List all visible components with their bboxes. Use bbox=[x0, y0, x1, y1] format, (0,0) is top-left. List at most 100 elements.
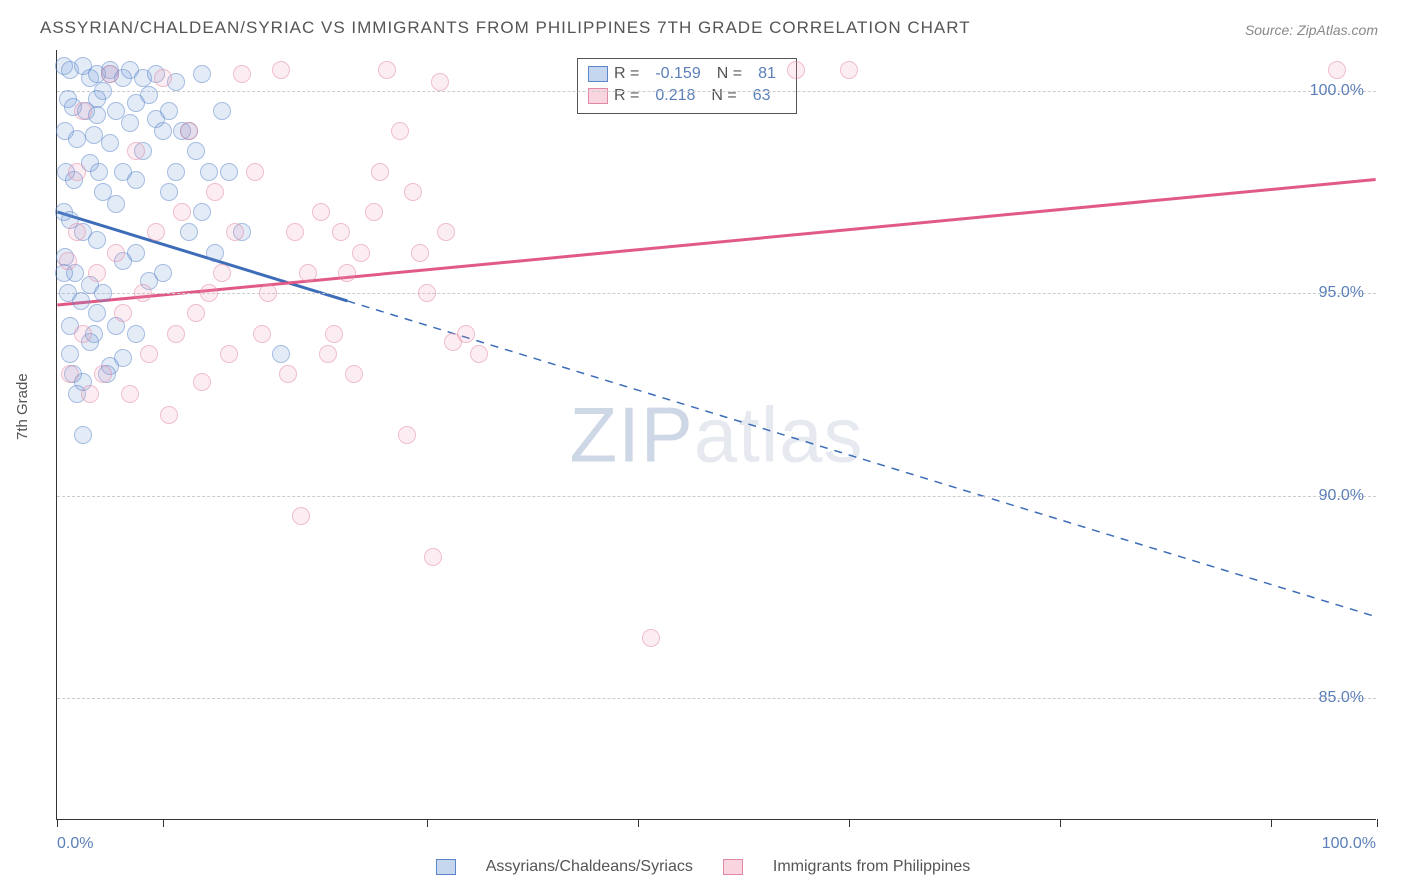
scatter-point-pink bbox=[1328, 61, 1346, 79]
scatter-point-blue bbox=[213, 102, 231, 120]
scatter-point-pink bbox=[88, 264, 106, 282]
scatter-point-pink bbox=[259, 284, 277, 302]
stats-row-pink: R = 0.218 N = 63 bbox=[588, 85, 786, 107]
scatter-point-pink bbox=[325, 325, 343, 343]
scatter-point-pink bbox=[470, 345, 488, 363]
scatter-point-pink bbox=[101, 65, 119, 83]
scatter-point-pink bbox=[352, 244, 370, 262]
scatter-point-pink bbox=[253, 325, 271, 343]
scatter-point-blue bbox=[220, 163, 238, 181]
scatter-point-pink bbox=[193, 373, 211, 391]
chart-title: ASSYRIAN/CHALDEAN/SYRIAC VS IMMIGRANTS F… bbox=[40, 18, 971, 38]
scatter-point-blue bbox=[68, 130, 86, 148]
scatter-point-blue bbox=[90, 163, 108, 181]
scatter-point-pink bbox=[74, 102, 92, 120]
scatter-point-pink bbox=[68, 163, 86, 181]
xtick bbox=[1271, 819, 1272, 827]
series-legend: Assyrians/Chaldeans/Syriacs Immigrants f… bbox=[0, 858, 1406, 876]
scatter-point-pink bbox=[154, 69, 172, 87]
xtick bbox=[849, 819, 850, 827]
scatter-point-blue bbox=[61, 345, 79, 363]
xtick bbox=[163, 819, 164, 827]
swatch-blue-icon bbox=[588, 66, 608, 82]
scatter-point-pink bbox=[61, 365, 79, 383]
scatter-point-pink bbox=[299, 264, 317, 282]
gridline bbox=[57, 293, 1376, 294]
scatter-point-pink bbox=[180, 122, 198, 140]
scatter-point-blue bbox=[193, 203, 211, 221]
scatter-point-blue bbox=[88, 304, 106, 322]
stats-row-blue: R = -0.159 N = 81 bbox=[588, 63, 786, 85]
scatter-point-pink bbox=[220, 345, 238, 363]
scatter-point-pink bbox=[292, 507, 310, 525]
legend-blue-label: Assyrians/Chaldeans/Syriacs bbox=[486, 858, 693, 876]
scatter-point-blue bbox=[154, 264, 172, 282]
xtick bbox=[1060, 819, 1061, 827]
scatter-point-pink bbox=[338, 264, 356, 282]
scatter-point-pink bbox=[404, 183, 422, 201]
xtick bbox=[427, 819, 428, 827]
scatter-point-pink bbox=[246, 163, 264, 181]
scatter-point-blue bbox=[72, 292, 90, 310]
scatter-point-blue bbox=[107, 102, 125, 120]
scatter-point-pink bbox=[147, 223, 165, 241]
scatter-point-blue bbox=[140, 86, 158, 104]
scatter-point-pink bbox=[68, 223, 86, 241]
scatter-point-pink bbox=[200, 284, 218, 302]
scatter-point-pink bbox=[173, 203, 191, 221]
scatter-point-pink bbox=[398, 426, 416, 444]
scatter-point-pink bbox=[213, 264, 231, 282]
scatter-point-pink bbox=[642, 629, 660, 647]
scatter-point-blue bbox=[127, 325, 145, 343]
scatter-point-blue bbox=[74, 426, 92, 444]
scatter-point-pink bbox=[787, 61, 805, 79]
source-attribution: Source: ZipAtlas.com bbox=[1245, 22, 1378, 38]
gridline bbox=[57, 698, 1376, 699]
scatter-point-pink bbox=[319, 345, 337, 363]
scatter-point-blue bbox=[193, 65, 211, 83]
scatter-point-pink bbox=[233, 65, 251, 83]
xtick bbox=[57, 819, 58, 827]
xtick-min: 0.0% bbox=[57, 835, 93, 853]
xtick bbox=[638, 819, 639, 827]
scatter-point-pink bbox=[226, 223, 244, 241]
scatter-point-pink bbox=[365, 203, 383, 221]
scatter-point-blue bbox=[88, 231, 106, 249]
scatter-point-blue bbox=[101, 134, 119, 152]
scatter-point-pink bbox=[81, 385, 99, 403]
trendline-pink bbox=[57, 180, 1375, 305]
scatter-point-pink bbox=[332, 223, 350, 241]
stat-n-pink: 63 bbox=[743, 85, 781, 107]
legend-pink-label: Immigrants from Philippines bbox=[773, 858, 970, 876]
scatter-point-blue bbox=[121, 114, 139, 132]
scatter-point-pink bbox=[140, 345, 158, 363]
stat-r-label: R = bbox=[614, 63, 639, 85]
stat-r-label: R = bbox=[614, 85, 639, 107]
scatter-point-blue bbox=[107, 195, 125, 213]
scatter-point-blue bbox=[167, 163, 185, 181]
scatter-point-pink bbox=[431, 73, 449, 91]
scatter-point-pink bbox=[59, 252, 77, 270]
scatter-point-pink bbox=[312, 203, 330, 221]
scatter-point-pink bbox=[187, 304, 205, 322]
scatter-point-pink bbox=[391, 122, 409, 140]
scatter-point-pink bbox=[114, 304, 132, 322]
swatch-blue-icon bbox=[436, 859, 456, 875]
scatter-point-pink bbox=[411, 244, 429, 262]
stat-r-blue: -0.159 bbox=[645, 63, 710, 85]
scatter-point-pink bbox=[121, 385, 139, 403]
scatter-point-blue bbox=[200, 163, 218, 181]
stats-legend: R = -0.159 N = 81 R = 0.218 N = 63 bbox=[577, 58, 797, 114]
stat-n-blue: 81 bbox=[748, 63, 786, 85]
swatch-pink-icon bbox=[723, 859, 743, 875]
scatter-point-pink bbox=[160, 406, 178, 424]
y-axis-label: 7th Grade bbox=[14, 373, 31, 440]
scatter-point-pink bbox=[286, 223, 304, 241]
watermark: ZIPatlas bbox=[569, 389, 863, 480]
scatter-point-pink bbox=[424, 548, 442, 566]
stat-n-label: N = bbox=[711, 85, 736, 107]
scatter-point-blue bbox=[127, 171, 145, 189]
scatter-point-pink bbox=[378, 61, 396, 79]
scatter-point-blue bbox=[272, 345, 290, 363]
scatter-point-pink bbox=[371, 163, 389, 181]
